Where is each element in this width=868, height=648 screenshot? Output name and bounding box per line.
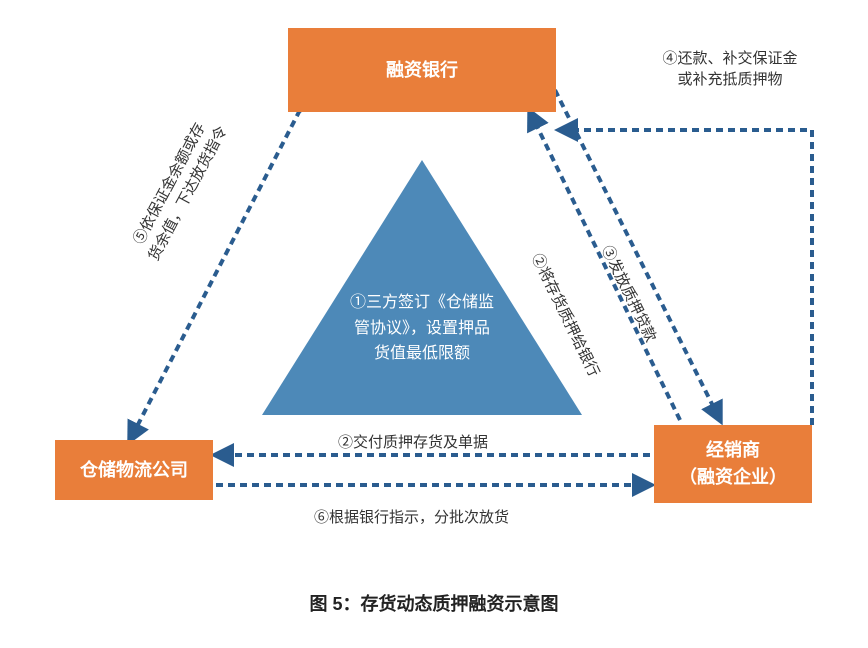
edge-6-label: ⑥根据银行指示，分批次放货 xyxy=(314,507,509,528)
caption-text: 图 5：存货动态质押融资示意图 xyxy=(309,594,558,614)
warehouse-label: 仓储物流公司 xyxy=(80,457,188,484)
edge-2a-text: ②将存货质押给银行 xyxy=(528,251,602,380)
edge-4-text-1: ④还款、补交保证金 xyxy=(630,48,830,69)
bank-label: 融资银行 xyxy=(386,57,458,84)
edge-3-label: ③发放质押贷款 xyxy=(596,242,661,346)
edge-3-text: ③发放质押贷款 xyxy=(598,243,659,345)
edge-2a-label: ②将存货质押给银行 xyxy=(526,250,604,381)
bank-node: 融资银行 xyxy=(288,28,556,112)
dealer-node: 经销商 （融资企业） xyxy=(654,425,812,503)
edge-6-text: ⑥根据银行指示，分批次放货 xyxy=(314,509,509,526)
edge-2b-label: ②交付质押存货及单据 xyxy=(338,432,488,453)
triangle-text-1: ①三方签订《仓储监 xyxy=(332,290,512,316)
edge-2b-text: ②交付质押存货及单据 xyxy=(338,434,488,451)
warehouse-node: 仓储物流公司 xyxy=(55,440,213,500)
figure-caption: 图 5：存货动态质押融资示意图 xyxy=(0,590,868,616)
triangle-text-3: 货值最低限额 xyxy=(332,341,512,367)
dealer-label-2: （融资企业） xyxy=(679,464,787,491)
triangle-text-2: 管协议》，设置押品 xyxy=(332,316,512,342)
triangle-label: ①三方签订《仓储监 管协议》，设置押品 货值最低限额 xyxy=(332,290,512,367)
edge-4-label: ④还款、补交保证金 或补充抵质押物 xyxy=(630,48,830,90)
edge-4-text-2: 或补充抵质押物 xyxy=(630,69,830,90)
dealer-label-1: 经销商 xyxy=(706,437,760,464)
edge-5-label: ⑤依保证金余额或存 货余值，下达放货指令 xyxy=(125,113,233,265)
